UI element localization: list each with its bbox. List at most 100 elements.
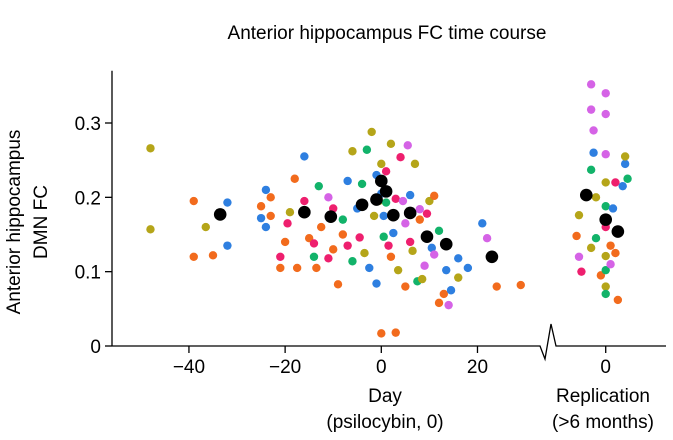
replication-participant-point	[586, 80, 596, 89]
replication-participant-point	[591, 193, 601, 202]
participant-point	[261, 222, 271, 232]
participant-point	[478, 219, 487, 228]
participant-point	[398, 196, 408, 206]
x-tick-label: 20	[467, 357, 488, 378]
replication-participant-point	[606, 241, 615, 250]
replication-participant-point	[601, 202, 610, 211]
replication-participant-point	[577, 267, 586, 276]
replication-participant-point	[623, 174, 632, 183]
participant-point	[401, 282, 410, 291]
ticks: 0 0.1 0.2 0.3 −40 −20 0 20 0	[75, 114, 611, 378]
participant-points	[146, 80, 632, 338]
replication-mean-point	[611, 225, 625, 238]
participant-point	[391, 328, 400, 337]
replication-participant-point	[606, 260, 615, 269]
y-axis-label-line2: DMN FC	[31, 185, 52, 259]
participant-point	[256, 202, 266, 211]
mean-points	[213, 174, 625, 264]
replication-participant-point	[620, 152, 630, 161]
participant-point	[348, 257, 357, 266]
participant-point	[386, 139, 396, 149]
participant-point	[360, 248, 369, 258]
replication-participant-point	[601, 289, 610, 299]
y-tick-label: 0	[90, 337, 101, 358]
participant-point	[338, 230, 348, 239]
replication-participant-point	[601, 282, 610, 291]
replication-participant-point	[586, 165, 596, 175]
y-axis-label-line1: Anterior hippocampus	[4, 130, 25, 315]
replication-participant-point	[589, 148, 598, 157]
participant-point	[316, 222, 326, 232]
y-tick-label: 0.2	[75, 188, 101, 209]
participant-point	[408, 246, 417, 256]
participant-point	[379, 232, 388, 241]
mean-point	[439, 237, 453, 251]
y-tick-label: 0.1	[75, 263, 101, 284]
replication-participant-point	[611, 178, 620, 187]
replication-participant-point	[574, 210, 584, 220]
participant-point	[377, 159, 386, 169]
participant-point	[427, 243, 436, 253]
participant-point	[223, 198, 232, 207]
participant-point	[415, 205, 424, 214]
mean-point	[375, 174, 388, 188]
participant-point	[146, 144, 155, 153]
participant-point	[442, 265, 451, 275]
replication-participant-point	[601, 150, 610, 159]
participant-point	[189, 196, 198, 206]
participant-point	[324, 254, 333, 263]
x-axis-label-line1: Day	[368, 386, 402, 407]
participant-point	[300, 152, 309, 161]
participant-point	[314, 181, 323, 191]
participant-point	[223, 241, 232, 250]
replication-label-line2: (>6 months)	[552, 412, 654, 433]
participant-point	[415, 215, 424, 224]
participant-point	[266, 193, 275, 202]
replication-participant-point	[618, 181, 627, 191]
participant-point	[420, 261, 429, 270]
participant-point	[454, 254, 463, 263]
participant-point	[379, 211, 388, 221]
mean-point	[485, 250, 499, 264]
participant-point	[492, 282, 501, 291]
participant-point	[430, 191, 439, 201]
participant-point	[410, 159, 420, 169]
participant-point	[256, 213, 266, 223]
replication-participant-point	[601, 89, 610, 98]
participant-point	[300, 196, 309, 206]
participant-point	[369, 211, 379, 221]
participant-point	[276, 263, 285, 273]
x-tick-label: −20	[269, 357, 301, 378]
participant-point	[355, 233, 364, 242]
x-axis-label-line2: (psilocybin, 0)	[326, 412, 443, 433]
mean-point	[213, 208, 227, 221]
x-tick-label: 0	[376, 357, 387, 378]
participant-point	[405, 190, 415, 200]
participant-point	[324, 193, 333, 202]
participant-point	[189, 252, 198, 261]
participant-point	[391, 194, 400, 204]
mean-point	[370, 193, 383, 206]
participant-point	[393, 265, 403, 275]
axes	[111, 70, 666, 362]
replication-participant-point	[611, 248, 620, 258]
participant-point	[208, 251, 218, 260]
participant-point	[389, 228, 398, 238]
participant-point	[276, 252, 285, 261]
participant-point	[444, 300, 453, 310]
mean-point	[379, 185, 393, 198]
replication-mean-point	[599, 213, 613, 226]
participant-point	[381, 198, 391, 207]
participant-point	[396, 152, 405, 162]
participant-point	[430, 250, 439, 259]
participant-point	[357, 179, 367, 189]
replication-participant-point	[572, 231, 581, 241]
participant-point	[146, 225, 155, 234]
participant-point	[280, 237, 290, 247]
participant-point	[367, 127, 376, 137]
participant-point	[384, 241, 393, 250]
participant-point	[405, 237, 415, 247]
chart-title: Anterior hippocampus FC time course	[228, 23, 547, 44]
mean-point	[387, 208, 400, 222]
